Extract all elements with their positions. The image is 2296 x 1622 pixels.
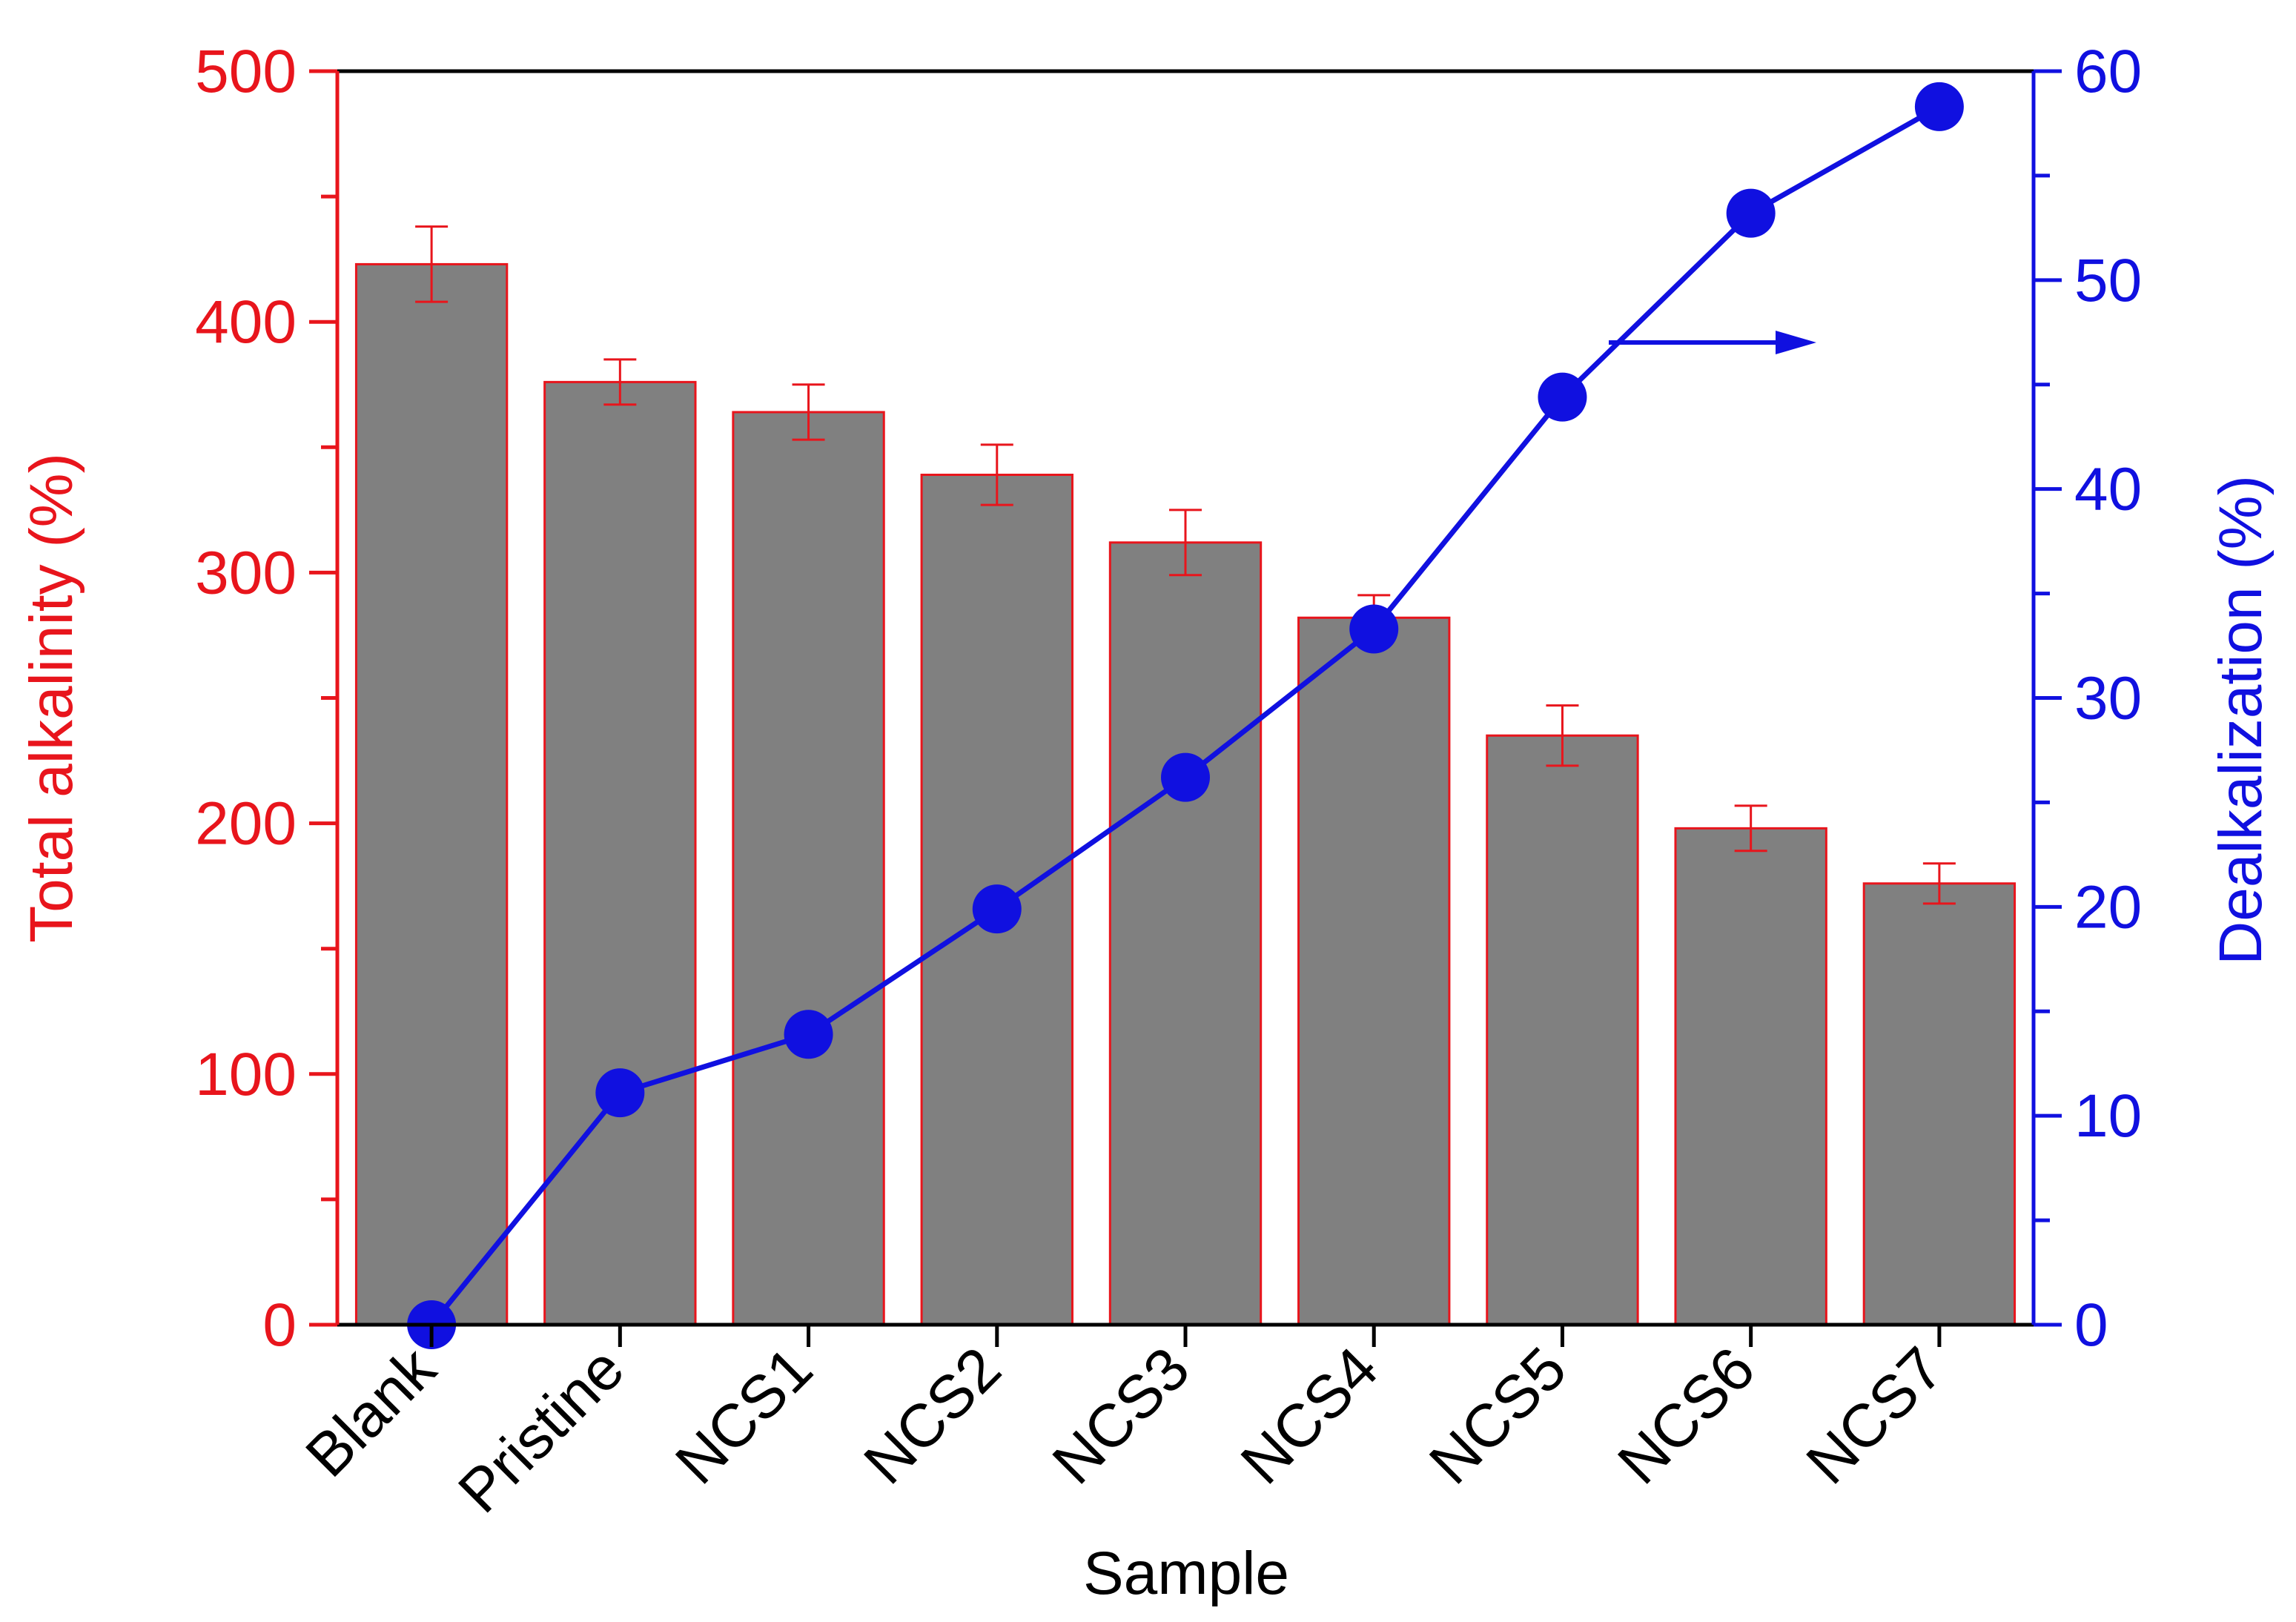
y-left-tick-label: 100 [195,1041,297,1108]
y-right-tick-label: 60 [2074,38,2142,105]
point-Pristine [595,1068,645,1118]
dealkalization-series [407,82,1964,1349]
error-bar-NCS3 [1169,509,1202,577]
x-tick-label: NCS4 [1228,1334,1391,1497]
y-left-tick-label: 0 [262,1291,297,1359]
point-NCS3 [1161,752,1210,802]
point-NCS4 [1349,604,1399,654]
y-axis-left-label: Total alkalinity (%) [18,453,85,943]
y-left-tick-label: 300 [195,539,297,606]
bar-series [354,262,2017,1326]
y-right-tick-label: 50 [2074,247,2142,314]
x-tick-label: NCS3 [1040,1334,1202,1497]
bar-NCS6 [1674,827,1827,1326]
point-NCS5 [1538,372,1587,422]
x-tick-label: Pristine [446,1334,637,1526]
bar-NCS5 [1486,734,1639,1326]
y-right-tick-label: 0 [2074,1291,2108,1359]
error-bar-Blank [415,225,449,303]
point-NCS1 [784,1010,833,1059]
point-NCS2 [972,884,1022,934]
annotation-arrow [1609,331,1816,354]
error-bar-Pristine [603,358,637,406]
bar-Pristine [543,380,697,1326]
error-bar-NCS7 [1922,862,1956,905]
y-left-tick-label: 500 [195,38,297,105]
y-right-tick-label: 10 [2074,1082,2142,1150]
x-tick-label: NCS5 [1417,1334,1579,1497]
bar-NCS1 [732,411,885,1326]
axis-labels: Total alkalinity (%) Dealkalization (%) … [18,453,2275,1607]
x-tick-label: NCS6 [1605,1334,1767,1497]
bar-NCS3 [1108,541,1263,1326]
arrow-head [1776,331,1816,354]
error-bar-NCS2 [980,443,1013,506]
y-right-tick-label: 30 [2074,665,2142,732]
point-NCS7 [1914,82,1964,131]
bar-NCS7 [1862,882,2017,1326]
x-tick-label: Blank [293,1334,449,1490]
y-left-tick-label: 200 [195,790,297,858]
bar-NCS4 [1297,616,1451,1326]
error-bar-NCS1 [792,383,825,441]
y-axis-right-label: Dealkalization (%) [2207,475,2275,965]
y-right-tick-label: 40 [2074,456,2142,523]
x-tick-label: NCS2 [851,1334,1013,1497]
error-bar-NCS5 [1546,704,1579,767]
x-axis-label: Sample [1083,1540,1289,1607]
y-right-tick-label: 20 [2074,873,2142,941]
bar-Blank [354,262,509,1326]
y-left-tick-label: 400 [195,288,297,356]
error-bar-NCS6 [1734,804,1767,853]
x-tick-label: NCS1 [663,1334,825,1497]
x-tick-label: NCS7 [1794,1334,1956,1497]
point-NCS6 [1726,188,1776,238]
